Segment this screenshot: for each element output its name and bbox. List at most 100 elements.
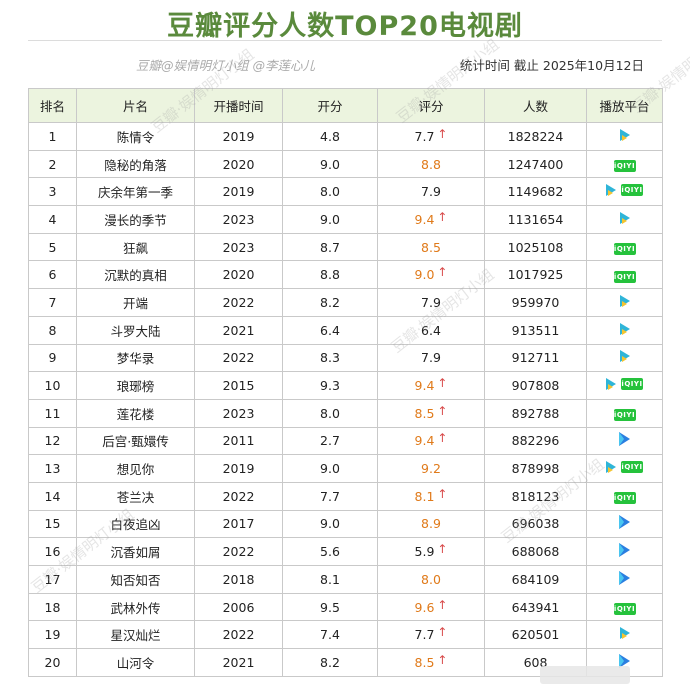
open-score-cell: 8.3 — [282, 343, 378, 373]
title-cell: 梦华录 — [76, 343, 195, 373]
platform-icons: iQIYI — [613, 270, 636, 283]
title-cell: 星汉灿烂 — [76, 620, 195, 650]
tencent-video-icon — [619, 350, 630, 363]
title-cell: 沉香如屑 — [76, 537, 195, 566]
column-header-platform: 播放平台 — [586, 88, 663, 123]
open-score-cell: 9.0 — [282, 509, 378, 539]
platform-icons — [619, 543, 630, 558]
score-cell: 9.4 ↑ — [377, 205, 485, 234]
platform-cell — [586, 315, 663, 345]
year-cell: 2022 — [194, 343, 283, 373]
year-cell: 2022 — [194, 288, 283, 317]
open-score-cell: 8.2 — [282, 288, 378, 317]
open-score-cell: 9.5 — [282, 592, 378, 622]
open-score-cell: 4.8 — [282, 122, 378, 151]
rank-cell: 7 — [28, 288, 77, 317]
count-cell: 688068 — [484, 537, 587, 566]
title-cell: 隐秘的角落 — [76, 149, 195, 179]
platform-icons — [619, 515, 630, 530]
up-arrow-icon: ↑ — [437, 625, 448, 640]
score-cell: 9.6 ↑ — [377, 592, 485, 622]
year-cell: 2019 — [194, 454, 283, 483]
open-score-cell: 7.4 — [282, 620, 378, 650]
page-title: 豆瓣评分人数TOP20电视剧 — [167, 11, 523, 42]
title-cell: 苍兰决 — [76, 481, 195, 511]
up-arrow-icon: ↑ — [437, 597, 448, 612]
score-cell: 8.0 — [377, 565, 485, 594]
platform-cell — [586, 537, 663, 566]
title-cell: 斗罗大陆 — [76, 315, 195, 345]
title-cell: 琅琊榜 — [76, 371, 195, 400]
open-score-cell: 5.6 — [282, 537, 378, 566]
score-value: 8.8 — [421, 156, 441, 172]
score-value: 9.6 — [414, 599, 435, 615]
platform-icons: iQIYI — [613, 603, 636, 616]
platform-cell: iQIYI — [586, 371, 663, 400]
score-value: 9.2 — [421, 461, 441, 477]
platform-icons: iQIYI — [606, 461, 643, 474]
count-cell: 1025108 — [484, 232, 587, 262]
count-cell: 1131654 — [484, 205, 587, 234]
platform-cell — [586, 565, 663, 594]
count-cell: 913511 — [484, 315, 587, 345]
ranking-table: 排名 片名 开播时间 开分 评分 人数 播放平台 1 陈情令 2019 4.8 7.7 ↑… — [28, 88, 663, 677]
score-value: 8.5 — [414, 654, 435, 670]
score-value: 8.9 — [421, 516, 441, 532]
year-cell: 2020 — [194, 260, 283, 290]
score-cell: 9.4 ↑ — [377, 371, 485, 400]
score-value: 8.1 — [414, 488, 435, 504]
count-cell: 643941 — [484, 592, 587, 622]
column-header-open-score: 开分 — [282, 88, 378, 123]
rank-cell: 12 — [28, 426, 77, 456]
platform-icons — [619, 211, 630, 224]
open-score-cell: 9.3 — [282, 371, 378, 400]
platform-cell: iQIYI — [586, 177, 663, 207]
score-value: 8.5 — [421, 239, 441, 255]
up-arrow-icon: ↑ — [437, 542, 448, 557]
score-cell: 8.9 — [377, 509, 485, 539]
iqiyi-icon: iQIYI — [621, 184, 643, 197]
score-value: 8.0 — [421, 571, 441, 587]
platform-icons — [619, 432, 630, 447]
score-value: 7.9 — [421, 350, 441, 366]
subtitle-bar: 豆瓣@娱情明灯小组 @李莲心儿 统计时间 截止 2025年10月12日 — [28, 40, 662, 88]
score-cell: 9.0 ↑ — [377, 260, 485, 290]
score-value: 9.4 — [414, 211, 435, 227]
platform-icons — [619, 322, 630, 335]
iqiyi-icon: iQIYI — [613, 160, 636, 173]
count-cell: 907808 — [484, 371, 587, 400]
platform-icons: iQIYI — [613, 409, 636, 422]
up-arrow-icon: ↑ — [437, 486, 448, 501]
score-value: 6.4 — [421, 322, 441, 338]
platform-icons: iQIYI — [613, 160, 636, 173]
count-cell: 912711 — [484, 343, 587, 373]
column-header-year: 开播时间 — [194, 88, 283, 123]
score-value: 9.0 — [414, 267, 435, 283]
table-row: 16 沉香如屑 2022 5.6 5.9 ↑ 688068 — [28, 537, 663, 566]
open-score-cell: 8.0 — [282, 398, 378, 428]
table-row: 6 沉默的真相 2020 8.8 9.0 ↑ 1017925 iQIYI — [28, 260, 663, 290]
year-cell: 2015 — [194, 371, 283, 400]
title-cell: 开端 — [76, 288, 195, 317]
open-score-cell: 6.4 — [282, 315, 378, 345]
up-arrow-icon: ↑ — [437, 431, 448, 446]
score-cell: 7.7 ↑ — [377, 620, 485, 650]
open-score-cell: 8.7 — [282, 232, 378, 262]
overlay-smudge — [540, 666, 630, 684]
platform-cell — [586, 205, 663, 234]
title-cell: 知否知否 — [76, 565, 195, 594]
up-arrow-icon: ↑ — [437, 126, 448, 141]
score-cell: 8.5 ↑ — [377, 648, 485, 677]
year-cell: 2021 — [194, 315, 283, 345]
year-cell: 2017 — [194, 509, 283, 539]
up-arrow-icon: ↑ — [437, 652, 448, 667]
open-score-cell: 8.1 — [282, 565, 378, 594]
table-row: 18 武林外传 2006 9.5 9.6 ↑ 643941 iQIYI — [28, 592, 663, 622]
score-value: 7.7 — [414, 128, 435, 144]
year-cell: 2019 — [194, 122, 283, 151]
youku-icon — [619, 543, 630, 558]
count-cell: 1149682 — [484, 177, 587, 207]
title-cell: 漫长的季节 — [76, 205, 195, 234]
column-header-name: 片名 — [76, 88, 195, 123]
title-cell: 想见你 — [76, 454, 195, 483]
